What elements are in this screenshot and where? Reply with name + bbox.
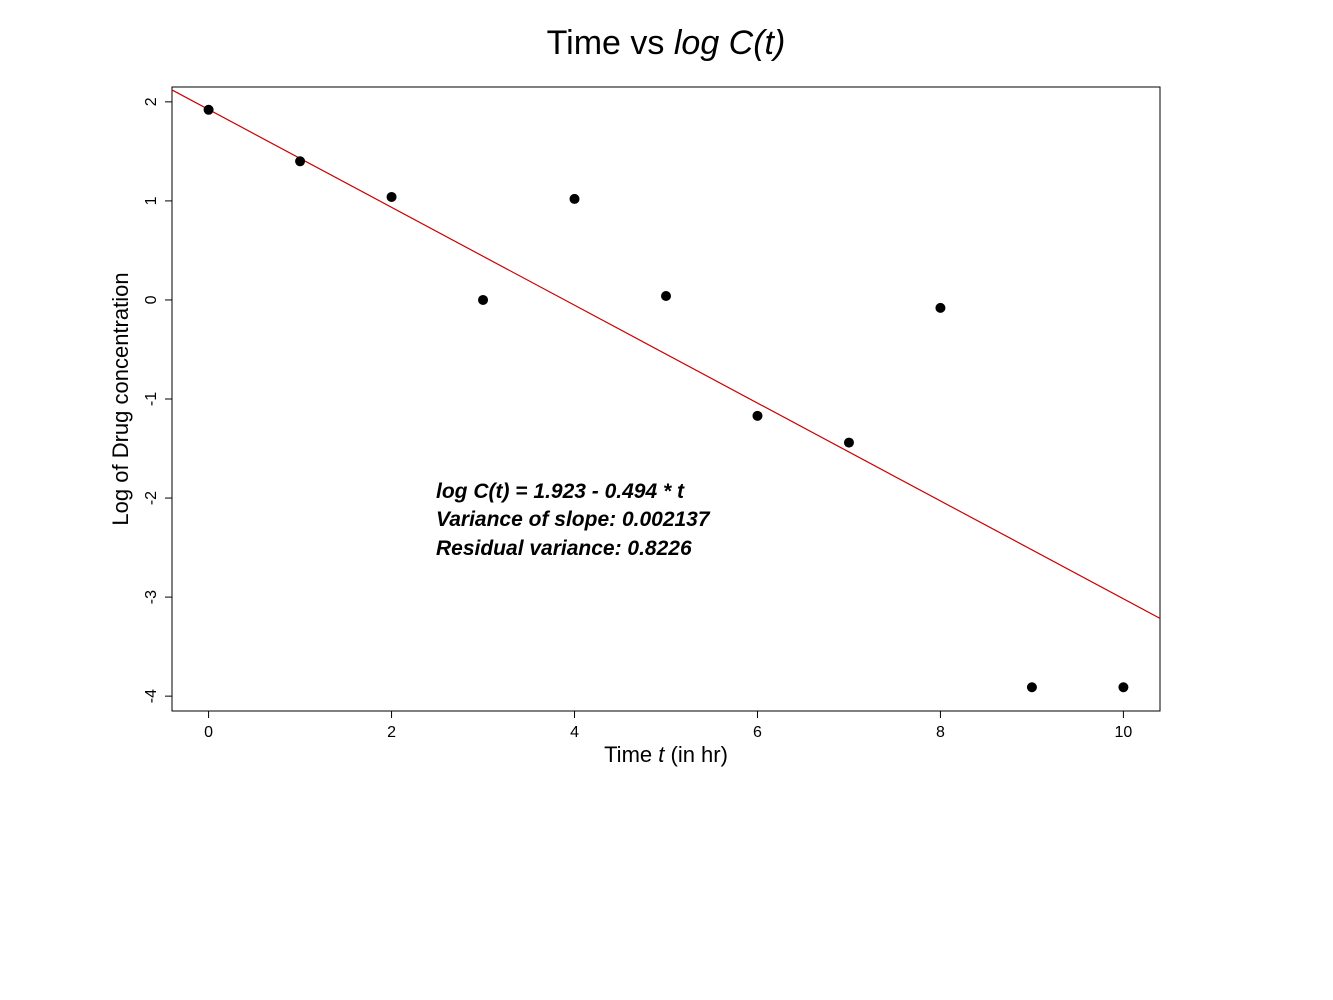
y-axis-label: Log of Drug concentration — [108, 272, 133, 525]
chart-title-italic: log C(t) — [674, 24, 785, 62]
y-tick-label: 1 — [143, 196, 160, 205]
data-point — [478, 294, 489, 305]
chart-title: Time vs log C(t) — [547, 24, 786, 62]
data-point — [203, 104, 214, 115]
y-tick-label: -3 — [143, 590, 160, 604]
x-axis-label-italic: t — [658, 742, 665, 767]
annotation-equation: log C(t) = 1.923 - 0.494 * t — [436, 480, 685, 503]
y-tick-label: -1 — [143, 392, 160, 406]
x-tick-label: 2 — [387, 724, 396, 741]
x-tick-label: 4 — [570, 724, 579, 741]
data-point — [386, 191, 397, 202]
x-tick-label: 8 — [936, 724, 945, 741]
y-tick-label: 2 — [143, 97, 160, 106]
data-point — [661, 290, 671, 301]
data-point — [1118, 682, 1129, 693]
y-tick-label: -4 — [143, 689, 160, 703]
y-tick-label: 0 — [143, 295, 160, 304]
annotation-slope-variance: Variance of slope: 0.002137 — [436, 508, 711, 531]
data-point — [935, 302, 946, 313]
x-axis-label-after: (in hr) — [664, 742, 728, 767]
y-tick-label: -2 — [143, 491, 160, 505]
data-point — [569, 193, 580, 204]
x-tick-label: 0 — [204, 724, 213, 741]
data-point — [295, 156, 306, 167]
data-point — [843, 437, 854, 448]
plot-frame — [171, 86, 1161, 712]
x-tick-label: 10 — [1115, 724, 1133, 741]
x-tick-label: 6 — [753, 724, 762, 741]
chart-title-plain: Time vs — [547, 24, 674, 62]
annotation-residual-variance: Residual variance: 0.8226 — [436, 537, 692, 560]
regression-line — [171, 89, 1161, 619]
x-axis-label-before: Time — [604, 742, 658, 767]
x-axis-label: Time t (in hr) — [604, 742, 728, 767]
data-point — [752, 410, 763, 421]
data-point — [1026, 682, 1037, 693]
